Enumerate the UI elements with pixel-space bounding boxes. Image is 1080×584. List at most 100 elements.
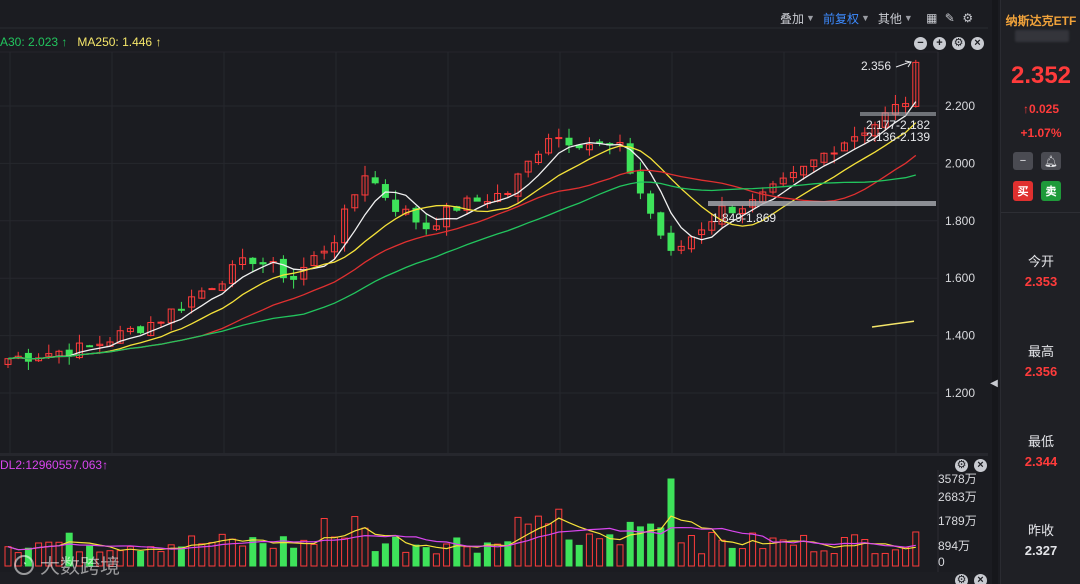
volume-tick-label: 0	[938, 555, 945, 569]
pen-icon[interactable]: ✎	[944, 11, 955, 25]
volume-bar	[616, 544, 624, 567]
volume-bar	[402, 551, 410, 567]
candle-body	[432, 225, 440, 230]
kline-chart[interactable]: 2.200 2.000 1.800 1.600 1.400 1.200 3578万 2683万…	[0, 0, 988, 584]
range-annotation-low: 1.849-1.869	[712, 211, 776, 225]
volume-bar	[463, 546, 471, 567]
arrow-icon	[895, 60, 912, 68]
candle-body	[902, 103, 910, 108]
volume-bar	[65, 532, 73, 567]
bell-icon[interactable]: 🔔︎	[1041, 152, 1061, 170]
candle-body	[24, 352, 32, 362]
candle-body	[840, 142, 848, 152]
volume-bar	[35, 542, 43, 567]
candle-body	[341, 208, 349, 244]
volume-bar	[320, 518, 328, 567]
candle-body	[738, 208, 746, 215]
candle-body	[443, 206, 451, 228]
candle-body	[177, 308, 185, 311]
other-button[interactable]: 其他 ▼	[877, 11, 913, 26]
volume-bar	[239, 545, 247, 567]
candle-body	[371, 177, 379, 184]
buy-button[interactable]: 买	[1013, 181, 1033, 201]
candle-body	[239, 257, 247, 265]
candle-body	[626, 143, 634, 174]
settings-icon[interactable]: ⚙	[955, 459, 968, 472]
candle-body	[157, 321, 165, 324]
candle-body	[830, 152, 838, 155]
volume-tick-label: 1789万	[938, 514, 977, 528]
candle-body	[279, 258, 287, 279]
volume-bar	[830, 553, 838, 567]
price-tick-label: 1.400	[945, 329, 975, 343]
candle-body	[534, 153, 542, 163]
volume-bar	[269, 547, 277, 567]
candle-body	[779, 177, 787, 185]
candle-body	[565, 137, 573, 146]
settings-icon[interactable]: ⚙	[952, 37, 965, 50]
volume-bar	[545, 523, 553, 567]
candle-body	[320, 250, 328, 254]
ma10-line	[7, 122, 917, 360]
candle-body	[126, 327, 134, 333]
volume-bar	[504, 541, 512, 567]
collapse-sidebar-icon[interactable]: ◀	[990, 378, 998, 389]
candle-body	[555, 137, 563, 140]
prev-close-label: 昨收	[1027, 523, 1054, 538]
price-change: ↑0.025	[1022, 102, 1060, 116]
prev-close-stat: 昨收 2.327	[1001, 520, 1080, 558]
candle-body	[198, 290, 206, 299]
close-icon[interactable]: ×	[974, 574, 987, 584]
candle-body	[545, 138, 553, 154]
volume-bar	[381, 543, 389, 567]
volume-bar	[371, 551, 379, 567]
volume-bar	[55, 541, 63, 567]
volume-bar	[473, 552, 481, 567]
watermark: ◔ 大数跨境	[14, 550, 120, 579]
volume-bar	[75, 551, 83, 567]
volume-ma10-line	[7, 526, 916, 551]
volume-bar	[861, 539, 869, 567]
volume-bar	[647, 523, 655, 567]
candle-body	[351, 194, 359, 209]
ma250-line	[871, 320, 915, 328]
candle-body	[667, 232, 675, 251]
volume-bar	[738, 548, 746, 567]
volume-bar	[443, 543, 451, 567]
price-change-pct: +1.07%	[1020, 126, 1062, 140]
bottom-panel-controls: ⚙ ×	[955, 574, 987, 584]
ma250-value: MA250: 1.446 ↑	[77, 35, 162, 49]
price-tick-label: 2.200	[945, 99, 975, 113]
volume-bar	[310, 543, 318, 567]
minus-icon[interactable]: −	[914, 37, 927, 50]
candle-body	[861, 132, 869, 136]
candle-body	[698, 229, 706, 236]
candle-body	[657, 212, 665, 236]
sell-button[interactable]: 卖	[1041, 181, 1061, 201]
grid-icon[interactable]: ▦	[926, 11, 938, 25]
resistance-band	[860, 112, 936, 116]
prev-close-value: 2.327	[1024, 543, 1058, 558]
settings-icon[interactable]: ⚙	[962, 11, 974, 25]
low-label: 最低	[1027, 434, 1054, 449]
overlay-button[interactable]: 叠加 ▼	[780, 11, 815, 26]
chevron-down-icon: ▼	[860, 13, 870, 23]
volume-bar	[759, 548, 767, 567]
plus-icon[interactable]: +	[933, 37, 946, 50]
adjust-button[interactable]: 前复权 ▼	[822, 11, 870, 26]
close-icon[interactable]: ×	[974, 459, 987, 472]
close-icon[interactable]: ×	[971, 37, 984, 50]
minus-icon[interactable]: −	[1013, 152, 1033, 170]
volume-bar	[800, 534, 808, 567]
ma30-value: A30: 2.023 ↑	[0, 35, 68, 49]
volume-bar	[330, 536, 338, 567]
volume-bar	[820, 550, 828, 567]
candle-body	[300, 266, 308, 280]
volume-bar	[86, 545, 94, 567]
scrollbar[interactable]	[992, 0, 998, 584]
settings-icon[interactable]: ⚙	[955, 574, 968, 584]
candle-body	[708, 221, 716, 231]
volume-ma5-line	[7, 515, 916, 551]
volume-bar	[494, 543, 502, 567]
candle-body	[473, 197, 481, 202]
